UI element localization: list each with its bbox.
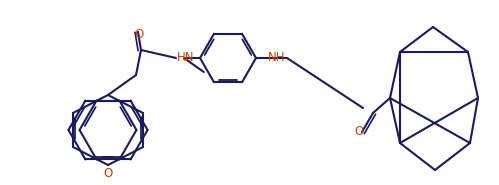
Text: HN: HN — [177, 51, 195, 63]
Text: O: O — [354, 125, 364, 138]
Text: NH: NH — [268, 51, 285, 63]
Text: O: O — [103, 167, 113, 180]
Text: O: O — [134, 28, 144, 41]
